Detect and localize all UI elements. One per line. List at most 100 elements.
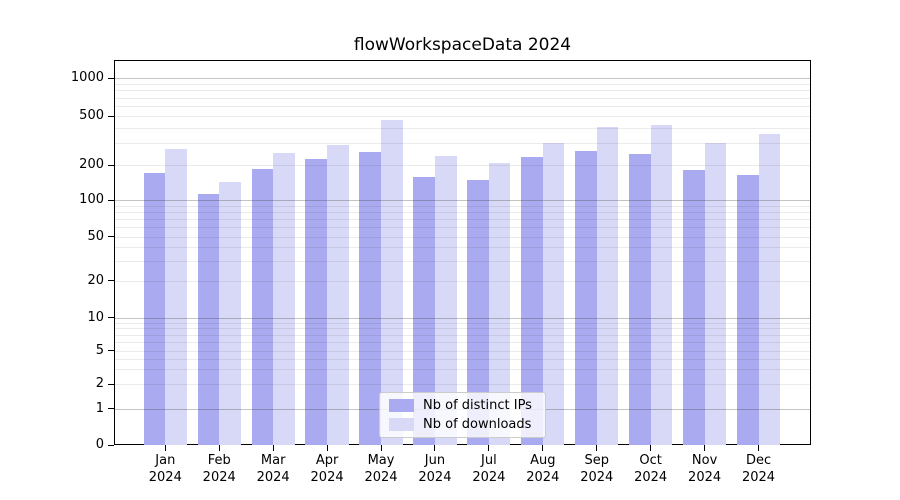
y-gridline-minor-6: [115, 341, 810, 343]
bar-downloads-jan: [165, 148, 187, 446]
x-tick-apr: [326, 445, 328, 451]
x-tick-year: 2024: [202, 470, 236, 485]
x-tick-year: 2024: [472, 470, 506, 485]
x-tick-year: 2024: [634, 470, 668, 485]
x-tick-year: 2024: [741, 470, 776, 485]
grid-layer: [115, 61, 810, 444]
x-tick-year: 2024: [310, 470, 344, 485]
legend-label-downloads: Nb of downloads: [423, 417, 532, 432]
bar-downloads-jun: [434, 156, 457, 446]
x-tick-label-feb: Feb 2024: [191, 452, 247, 486]
y-tick-label-1: 1: [95, 400, 104, 416]
bar-ips-apr: [305, 158, 328, 446]
x-tick-month: Jan: [155, 453, 176, 468]
bar-downloads-dec: [758, 133, 781, 446]
y-gridline-minor-60: [115, 227, 810, 229]
x-tick-jan: [164, 445, 166, 451]
x-tick-month: Nov: [691, 453, 718, 468]
y-gridline-minor-600: [115, 106, 810, 108]
y-gridline-minor-9: [115, 322, 810, 324]
y-gridline-major-1000: [115, 78, 810, 80]
y-tick-label-10: 10: [87, 309, 104, 325]
x-tick-label-mar: Mar 2024: [245, 452, 301, 486]
x-tick-label-jun: Jun 2024: [407, 452, 463, 486]
y-gridline-minor-200: [115, 165, 810, 166]
x-tick-year: 2024: [688, 470, 722, 485]
bar-ips-feb: [197, 193, 220, 446]
x-tick-month: Dec: [745, 453, 772, 468]
bar-downloads-nov: [704, 143, 727, 446]
bar-ips-oct: [629, 153, 651, 446]
x-tick-year: 2024: [580, 470, 614, 485]
y-gridline-minor-40: [115, 247, 810, 249]
legend-swatch-downloads: [389, 418, 414, 431]
x-tick-year: 2024: [256, 470, 290, 485]
x-tick-aug: [542, 445, 544, 451]
y-gridline-minor-2: [115, 384, 810, 386]
y-tick-1000: [108, 77, 114, 79]
y-tick-label-1000: 1000: [70, 70, 104, 86]
x-tick-label-nov: Nov 2024: [677, 452, 733, 486]
y-gridline-minor-300: [115, 143, 810, 145]
y-tick-500: [108, 115, 114, 117]
x-tick-month: Feb: [207, 453, 231, 468]
x-tick-dec: [758, 445, 760, 451]
bar-ips-sep: [575, 150, 597, 446]
x-tick-may: [380, 445, 382, 451]
y-tick-label-0: 0: [95, 437, 104, 453]
x-tick-nov: [704, 445, 706, 451]
x-tick-label-jan: Jan 2024: [137, 452, 193, 486]
y-tick-1: [108, 408, 114, 410]
y-tick-label-200: 200: [79, 157, 104, 172]
bar-ips-mar: [251, 168, 274, 446]
bar-ips-nov: [683, 170, 705, 446]
y-tick-label-5: 5: [95, 342, 104, 358]
x-tick-jun: [434, 445, 436, 451]
bar-downloads-oct: [650, 125, 673, 446]
y-tick-20: [108, 280, 114, 282]
x-tick-year: 2024: [364, 470, 398, 485]
x-tick-label-oct: Oct 2024: [623, 452, 679, 486]
y-tick-5: [108, 350, 114, 352]
plot-area: [114, 60, 811, 446]
x-tick-mar: [272, 445, 274, 451]
x-tick-oct: [650, 445, 652, 451]
bars-layer: [115, 61, 810, 446]
legend-item-downloads: Nb of downloads: [389, 417, 537, 432]
x-tick-month: Oct: [639, 453, 662, 468]
x-tick-label-may: May 2024: [353, 452, 409, 486]
y-gridline-minor-80: [115, 211, 810, 213]
y-tick-label-50: 50: [87, 228, 104, 244]
x-tick-label-dec: Dec 2024: [731, 452, 787, 486]
y-tick-100: [108, 199, 114, 201]
x-tick-label-sep: Sep 2024: [569, 452, 625, 486]
bar-ips-dec: [736, 174, 759, 446]
y-tick-label-2: 2: [95, 376, 104, 392]
y-gridline-minor-30: [115, 261, 810, 263]
legend-swatch-distinct-ips: [389, 399, 414, 412]
legend-item-distinct-ips: Nb of distinct IPs: [389, 398, 537, 413]
bar-ips-jun: [413, 177, 435, 446]
x-tick-month: Aug: [530, 453, 556, 468]
bar-downloads-aug: [542, 143, 565, 446]
y-gridline-minor-3: [115, 369, 810, 371]
y-gridline-major-10: [115, 317, 810, 319]
x-tick-year: 2024: [526, 470, 560, 485]
y-gridline-major-100: [115, 200, 810, 201]
x-tick-label-apr: Apr 2024: [299, 452, 355, 486]
legend: Nb of distinct IPs Nb of downloads: [379, 392, 546, 438]
bar-ips-jul: [467, 180, 489, 446]
x-tick-month: Sep: [584, 453, 609, 468]
x-tick-month: Mar: [260, 453, 286, 468]
bar-downloads-mar: [273, 152, 295, 446]
y-gridline-minor-800: [115, 90, 810, 92]
y-tick-2: [108, 383, 114, 385]
bar-downloads-feb: [219, 181, 241, 446]
y-tick-200: [108, 164, 114, 166]
y-gridline-minor-50: [115, 236, 810, 238]
y-gridline-minor-700: [115, 97, 810, 99]
y-tick-label-20: 20: [87, 272, 104, 288]
y-gridline-minor-8: [115, 328, 810, 330]
x-tick-month: Jul: [481, 453, 497, 468]
